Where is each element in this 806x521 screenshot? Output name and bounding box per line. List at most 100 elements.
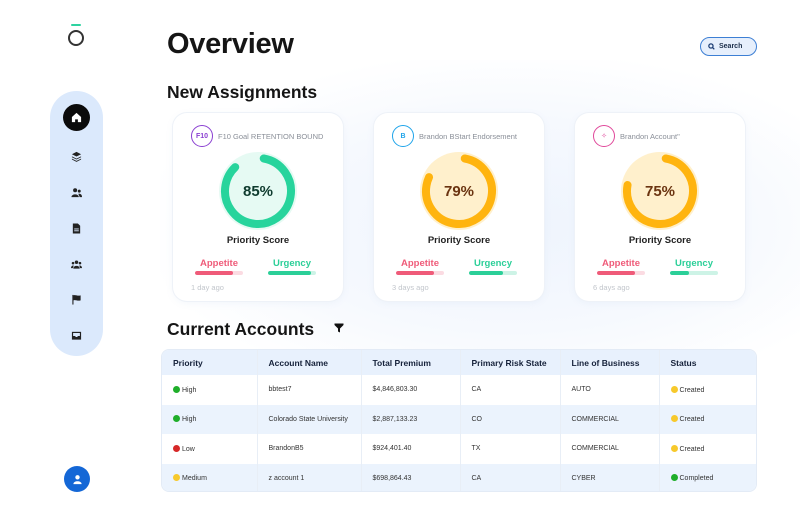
table-row[interactable]: High Colorado State University $2,887,13… [162,404,756,434]
status-cell: Created [659,375,756,405]
assignment-name: F10 Goal RETENTION BOUND [218,131,324,141]
sidebar-item-users[interactable] [63,179,90,206]
urgency-metric: Urgency [670,258,718,275]
risk-state-cell: TX [460,434,561,464]
line-of-business-cell: COMMERCIAL [560,404,660,434]
account-badge-icon: B [392,125,414,147]
priority-text: High [182,416,197,424]
sidebar [50,91,103,356]
user-profile-button[interactable] [64,466,90,492]
search-label: Search [719,43,743,50]
priority-text: Low [182,445,195,453]
appetite-label: Appetite [200,258,238,269]
assignment-card[interactable]: ✧ Brandon Account" 75% Priority Score Ap… [575,113,745,301]
total-premium-cell: $698,864.43 [361,463,461,491]
layers-icon [71,151,82,162]
assignment-name: Brandon Account" [620,131,680,141]
column-header[interactable]: Status [659,350,756,375]
priority-score-value: 75% [644,182,676,200]
filter-icon[interactable] [334,323,344,333]
status-cell: Created [659,404,756,434]
current-accounts-title: Current Accounts [167,319,315,339]
sidebar-item-flags[interactable] [63,286,90,313]
sidebar-item-layers[interactable] [63,143,90,170]
account-badge-icon: ✧ [593,125,615,147]
appetite-bar [195,271,243,275]
appetite-metric: Appetite [195,258,243,275]
urgency-label: Urgency [473,258,512,269]
column-header[interactable]: Account Name [257,350,362,375]
card-header: B Brandon BStart Endorsement [392,125,517,147]
column-header[interactable]: Line of Business [560,350,660,375]
inbox-icon [71,331,82,340]
risk-state-cell: CA [460,463,561,491]
sidebar-item-home[interactable] [63,104,90,131]
urgency-metric: Urgency [469,258,517,275]
group-icon [71,260,82,269]
column-header[interactable]: Total Premium [361,350,461,375]
urgency-bar [268,271,316,275]
priority-dot-icon [173,474,180,482]
table-row[interactable]: Low BrandonB5 $924,401.40 TX COMMERCIAL … [162,434,756,464]
account-badge-icon: F10 [191,125,213,147]
time-ago: 6 days ago [593,283,630,292]
urgency-bar [469,271,517,275]
sidebar-item-documents[interactable] [63,215,90,242]
accounts-table: Priority Account Name Total Premium Primary… [161,349,757,492]
priority-text: High [182,386,197,394]
appetite-bar [396,271,444,275]
card-header: ✧ Brandon Account" [593,125,680,147]
priority-cell: Low [162,434,258,464]
appetite-metric: Appetite [597,258,645,275]
card-header: F10 F10 Goal RETENTION BOUND [191,125,323,147]
risk-state-cell: CA [460,375,561,405]
priority-score-label: Priority Score [628,235,692,246]
status-dot-icon [670,415,678,423]
priority-dot-icon [173,444,180,452]
home-icon [71,112,82,123]
priority-score-value: 79% [443,182,475,200]
total-premium-cell: $924,401.40 [361,434,461,464]
priority-cell: High [162,375,258,405]
priority-score-label: Priority Score [427,235,491,246]
priority-dot-icon [173,385,180,393]
priority-dot-icon [173,415,180,423]
column-header[interactable]: Primary Risk State [460,350,561,375]
search-icon [708,43,715,50]
total-premium-cell: $2,887,133.23 [361,404,461,434]
status-cell: Created [659,434,756,464]
sidebar-item-inbox[interactable] [63,322,90,349]
sidebar-item-groups[interactable] [63,251,90,278]
status-dot-icon [670,474,678,482]
document-icon [72,223,81,234]
table-row[interactable]: High bbtest7 $4,846,803.30 CA AUTO Creat… [162,375,756,405]
column-header[interactable]: Priority [162,350,258,375]
assignment-name: Brandon BStart Endorsement [419,131,517,141]
appetite-metric: Appetite [396,258,444,275]
account-name-cell[interactable]: Colorado State University [257,404,362,434]
priority-cell: High [162,404,258,434]
line-of-business-cell: COMMERCIAL [560,434,660,464]
priority-score-label: Priority Score [226,235,290,246]
assignment-card[interactable]: B Brandon BStart Endorsement 79% Priorit… [374,113,544,301]
search-button[interactable]: Search [700,37,757,56]
account-name-cell[interactable]: bbtest7 [257,375,362,405]
app-logo [66,22,86,48]
time-ago: 3 days ago [392,283,429,292]
risk-state-cell: CO [460,404,561,434]
status-text: Completed [679,475,714,483]
account-name-cell[interactable]: BrandonB5 [257,434,362,464]
priority-score-gauge: 75% [620,151,700,231]
account-name-cell[interactable]: z account 1 [257,463,362,491]
priority-cell: Medium [162,463,258,491]
appetite-label: Appetite [602,258,640,269]
appetite-bar [597,271,645,275]
flag-icon [72,294,81,305]
status-text: Created [679,386,705,394]
urgency-label: Urgency [674,258,713,269]
table-row[interactable]: Medium z account 1 $698,864.43 CA CYBER … [162,463,756,491]
assignment-card[interactable]: F10 F10 Goal RETENTION BOUND 85% Priorit… [173,113,343,301]
new-assignments-title: New Assignments [167,82,318,102]
priority-score-value: 85% [242,182,274,200]
status-dot-icon [670,385,678,393]
